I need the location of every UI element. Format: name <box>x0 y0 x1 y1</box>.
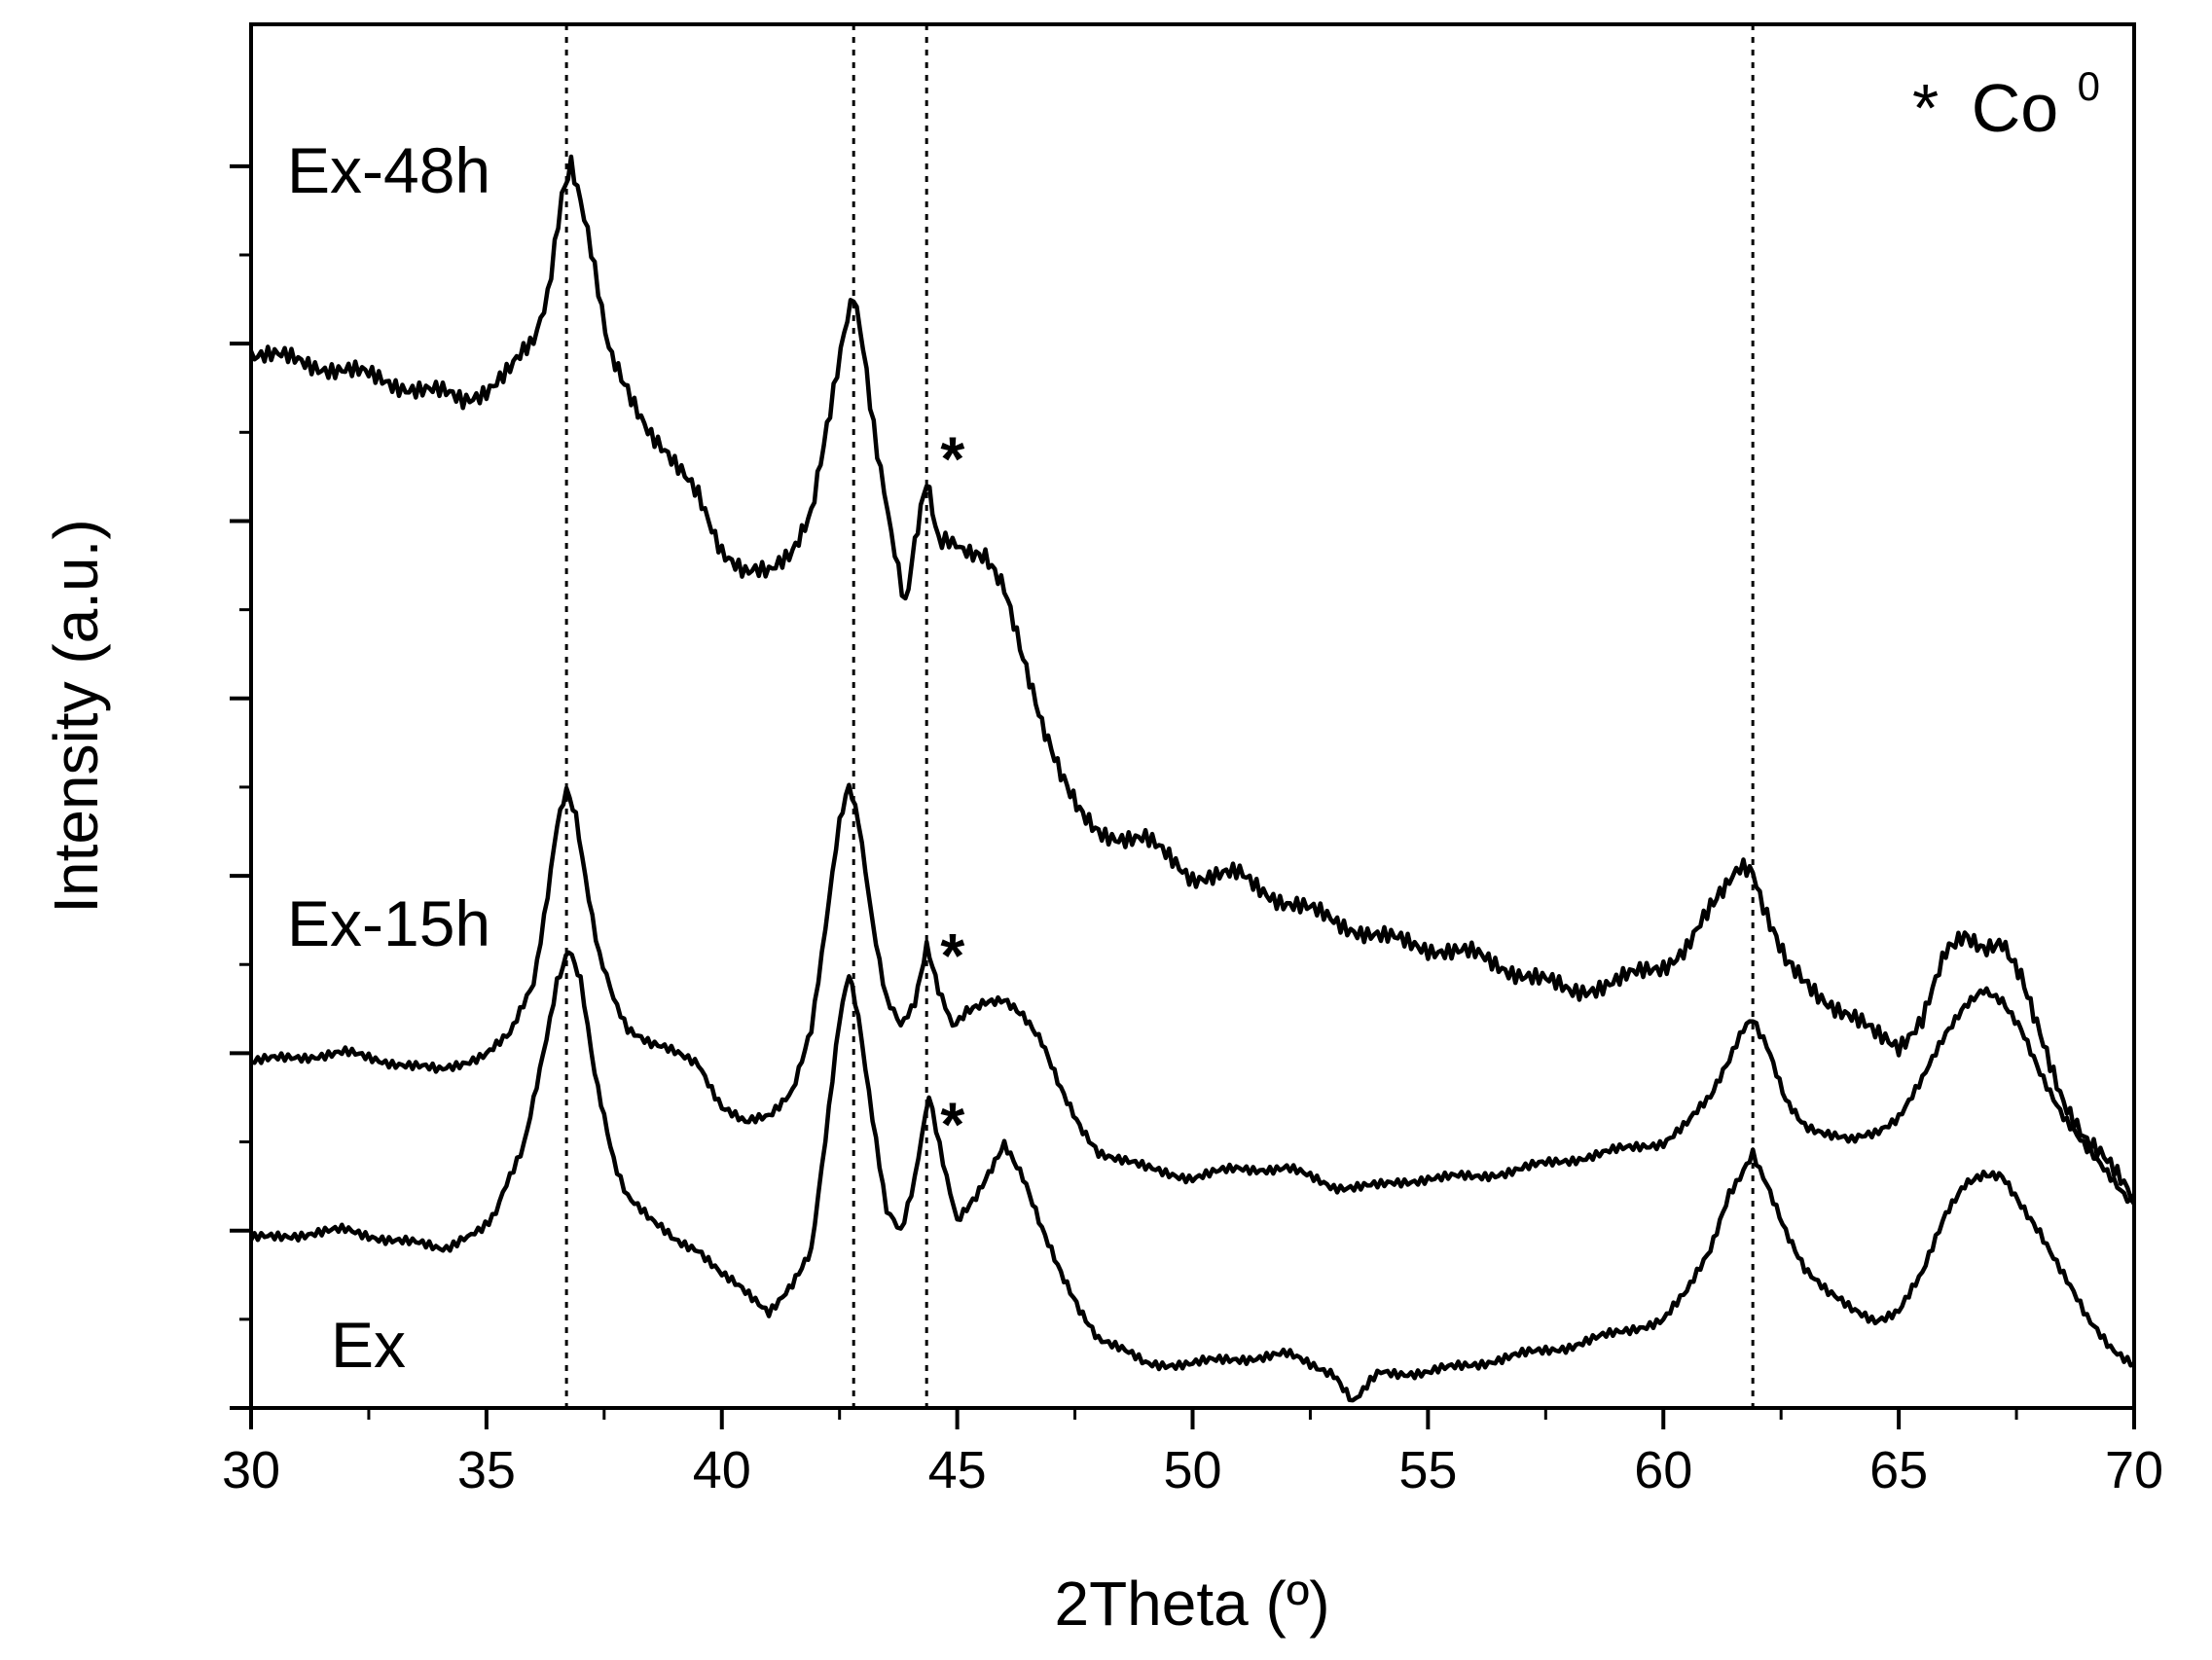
x-tick-label-70: 70 <box>2105 1441 2163 1499</box>
co-marker-1: * <box>940 920 964 991</box>
series-label-ex-15h: Ex-15h <box>287 887 490 959</box>
series-line-ex-48h <box>248 154 2136 1201</box>
co-marker-2: * <box>940 1089 964 1159</box>
x-axis-title: 2Theta (º) <box>1054 1569 1329 1639</box>
x-tick-labels: 30 35 40 45 50 55 60 65 70 <box>222 1441 2163 1499</box>
x-tick-label-45: 45 <box>928 1441 987 1499</box>
svg-text:* Co 0: * Co 0 <box>1912 63 2100 146</box>
series-line-ex-15h <box>250 782 2136 1206</box>
series-line-ex <box>248 950 2136 1403</box>
series-label-ex: Ex <box>331 1309 406 1381</box>
plot-frame <box>249 22 2136 1410</box>
x-tick-label-60: 60 <box>1634 1441 1692 1499</box>
co-markers: * * * <box>940 424 964 1160</box>
series-labels: Ex-48h Ex-15h Ex <box>287 134 490 1381</box>
x-tick-label-50: 50 <box>1163 1441 1221 1499</box>
x-tick-label-35: 35 <box>457 1441 516 1499</box>
legend: * Co 0 <box>1912 63 2100 146</box>
y-axis-title: Intensity (a.u.) <box>41 519 111 914</box>
data-series <box>248 154 2136 1403</box>
x-tick-label-65: 65 <box>1869 1441 1928 1499</box>
legend-text: Co <box>1972 70 2058 146</box>
x-tick-label-55: 55 <box>1398 1441 1457 1499</box>
x-tick-label-40: 40 <box>693 1441 751 1499</box>
legend-symbol: * <box>1912 70 1939 146</box>
x-tick-label-30: 30 <box>222 1441 280 1499</box>
legend-superscript: 0 <box>2078 63 2100 109</box>
reference-lines <box>564 24 1755 1408</box>
axis-ticks <box>230 163 2136 1429</box>
co-marker-0: * <box>940 424 964 494</box>
series-label-ex-48h: Ex-48h <box>287 134 490 206</box>
